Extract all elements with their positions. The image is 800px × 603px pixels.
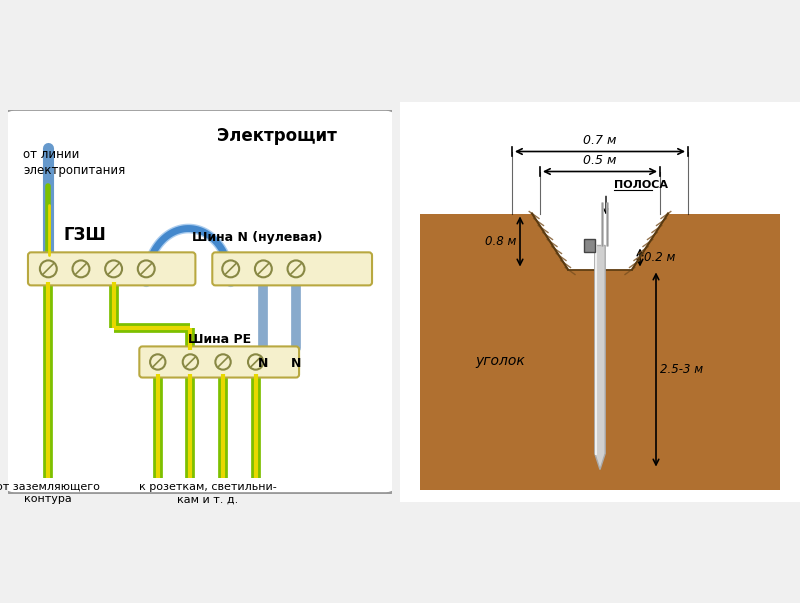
- FancyBboxPatch shape: [2, 110, 398, 493]
- Polygon shape: [594, 245, 606, 470]
- FancyBboxPatch shape: [212, 252, 372, 285]
- Text: к розеткам, светильни-
кам и т. д.: к розеткам, светильни- кам и т. д.: [139, 482, 277, 504]
- FancyBboxPatch shape: [28, 252, 195, 285]
- Text: Шина N (нулевая): Шина N (нулевая): [192, 231, 323, 244]
- Text: от линии
электропитания: от линии электропитания: [23, 148, 126, 177]
- Text: 2.5-3 м: 2.5-3 м: [660, 363, 703, 376]
- Text: 0.8 м: 0.8 м: [485, 235, 516, 248]
- Text: N: N: [258, 357, 269, 370]
- Text: N: N: [291, 357, 301, 370]
- Polygon shape: [532, 213, 668, 270]
- Text: Шина PE: Шина PE: [188, 333, 250, 346]
- Text: от заземляющего
контура: от заземляющего контура: [0, 482, 100, 504]
- Text: уголок: уголок: [475, 355, 525, 368]
- Text: 0.2 м: 0.2 м: [644, 251, 675, 264]
- Text: ПОЛОСА: ПОЛОСА: [614, 180, 668, 191]
- Polygon shape: [420, 213, 780, 490]
- FancyBboxPatch shape: [584, 239, 594, 253]
- Text: ГЗШ: ГЗШ: [63, 226, 106, 244]
- Text: 0.7 м: 0.7 м: [583, 134, 617, 147]
- Text: Электрощит: Электрощит: [217, 127, 337, 145]
- Text: 0.5 м: 0.5 м: [583, 154, 617, 166]
- FancyBboxPatch shape: [139, 347, 299, 377]
